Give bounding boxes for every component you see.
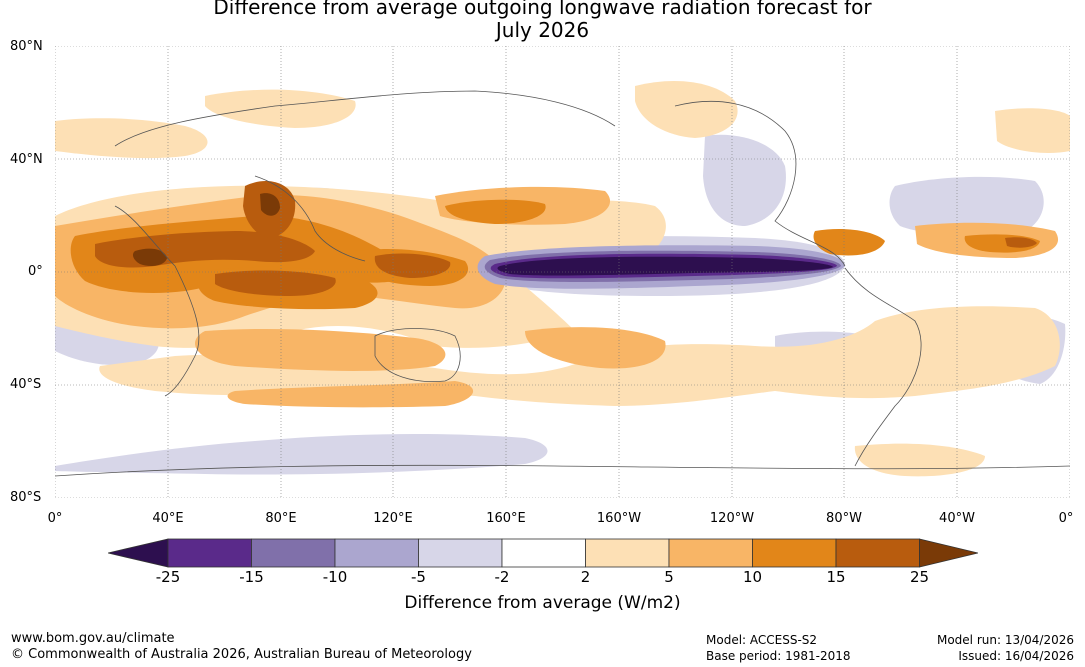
colorbar-tick: 15 [826, 568, 846, 586]
footer-website: www.bom.gov.au/climate [11, 631, 175, 646]
footer-model: Model: ACCESS-S2 [706, 633, 818, 647]
colorbar-bin-7 [668, 538, 753, 568]
lat-label-equator: 0° [28, 264, 43, 279]
map-title: Difference from average outgoing longwav… [0, 0, 1085, 42]
colorbar-left-arrow [108, 538, 169, 568]
lon-label-0-right: 0° [1058, 511, 1074, 526]
title-line-1: Difference from average outgoing longwav… [213, 0, 872, 19]
colorbar-bin-4 [418, 538, 503, 568]
colorbar-bin-5 [501, 538, 586, 568]
colorbar-bin-8 [752, 538, 837, 568]
lon-label-120e: 120°E [373, 511, 413, 526]
lon-label-80e: 80°E [265, 511, 297, 526]
footer-issued: Issued: 16/04/2026 [958, 649, 1074, 663]
lon-label-120w: 120°W [709, 511, 755, 526]
lon-label-160e: 160°E [486, 511, 526, 526]
title-line-2: July 2026 [495, 18, 590, 42]
lat-label-80s: 80°S [10, 490, 42, 505]
lat-label-40n: 40°N [10, 152, 43, 167]
lon-label-40w: 40°W [939, 511, 975, 526]
colorbar-bin-2 [251, 538, 336, 568]
footer-copyright: © Commonwealth of Australia 2026, Austra… [11, 647, 472, 662]
lon-label-0: 0° [47, 511, 63, 526]
lat-label-40s: 40°S [10, 377, 42, 392]
colorbar-right-arrow [919, 538, 978, 568]
footer-model-run: Model run: 13/04/2026 [936, 633, 1074, 647]
footer-base-period: Base period: 1981-2018 [706, 649, 851, 663]
colorbar-label: Difference from average (W/m2) [404, 593, 681, 613]
colorbar-tick: -2 [494, 568, 510, 586]
colorbar-bin-9 [835, 538, 920, 568]
lon-label-80w: 80°W [826, 511, 862, 526]
colorbar-tick: -15 [239, 568, 264, 586]
colorbar-tick: 25 [909, 568, 930, 586]
colorbar-tick: 5 [664, 568, 674, 586]
colorbar-tick: -5 [411, 568, 426, 586]
lon-label-160w: 160°W [596, 511, 642, 526]
colorbar-tick: -10 [322, 568, 348, 586]
positive-anomaly-extreme [95, 181, 1037, 296]
gridlines [55, 46, 1070, 498]
colorbar-tick: 10 [742, 568, 763, 586]
lon-label-40e: 40°E [152, 511, 184, 526]
lat-label-80n: 80°N [10, 39, 43, 54]
coastlines [55, 90, 1070, 477]
colorbar-bin-1 [167, 538, 252, 568]
colorbar-bin-6 [585, 538, 670, 568]
colorbar-tick: 2 [580, 568, 591, 586]
olr-anomaly-map [55, 46, 1070, 498]
colorbar-bin-3 [334, 538, 419, 568]
colorbar-tick: -25 [155, 568, 181, 586]
colorbar [108, 538, 978, 568]
